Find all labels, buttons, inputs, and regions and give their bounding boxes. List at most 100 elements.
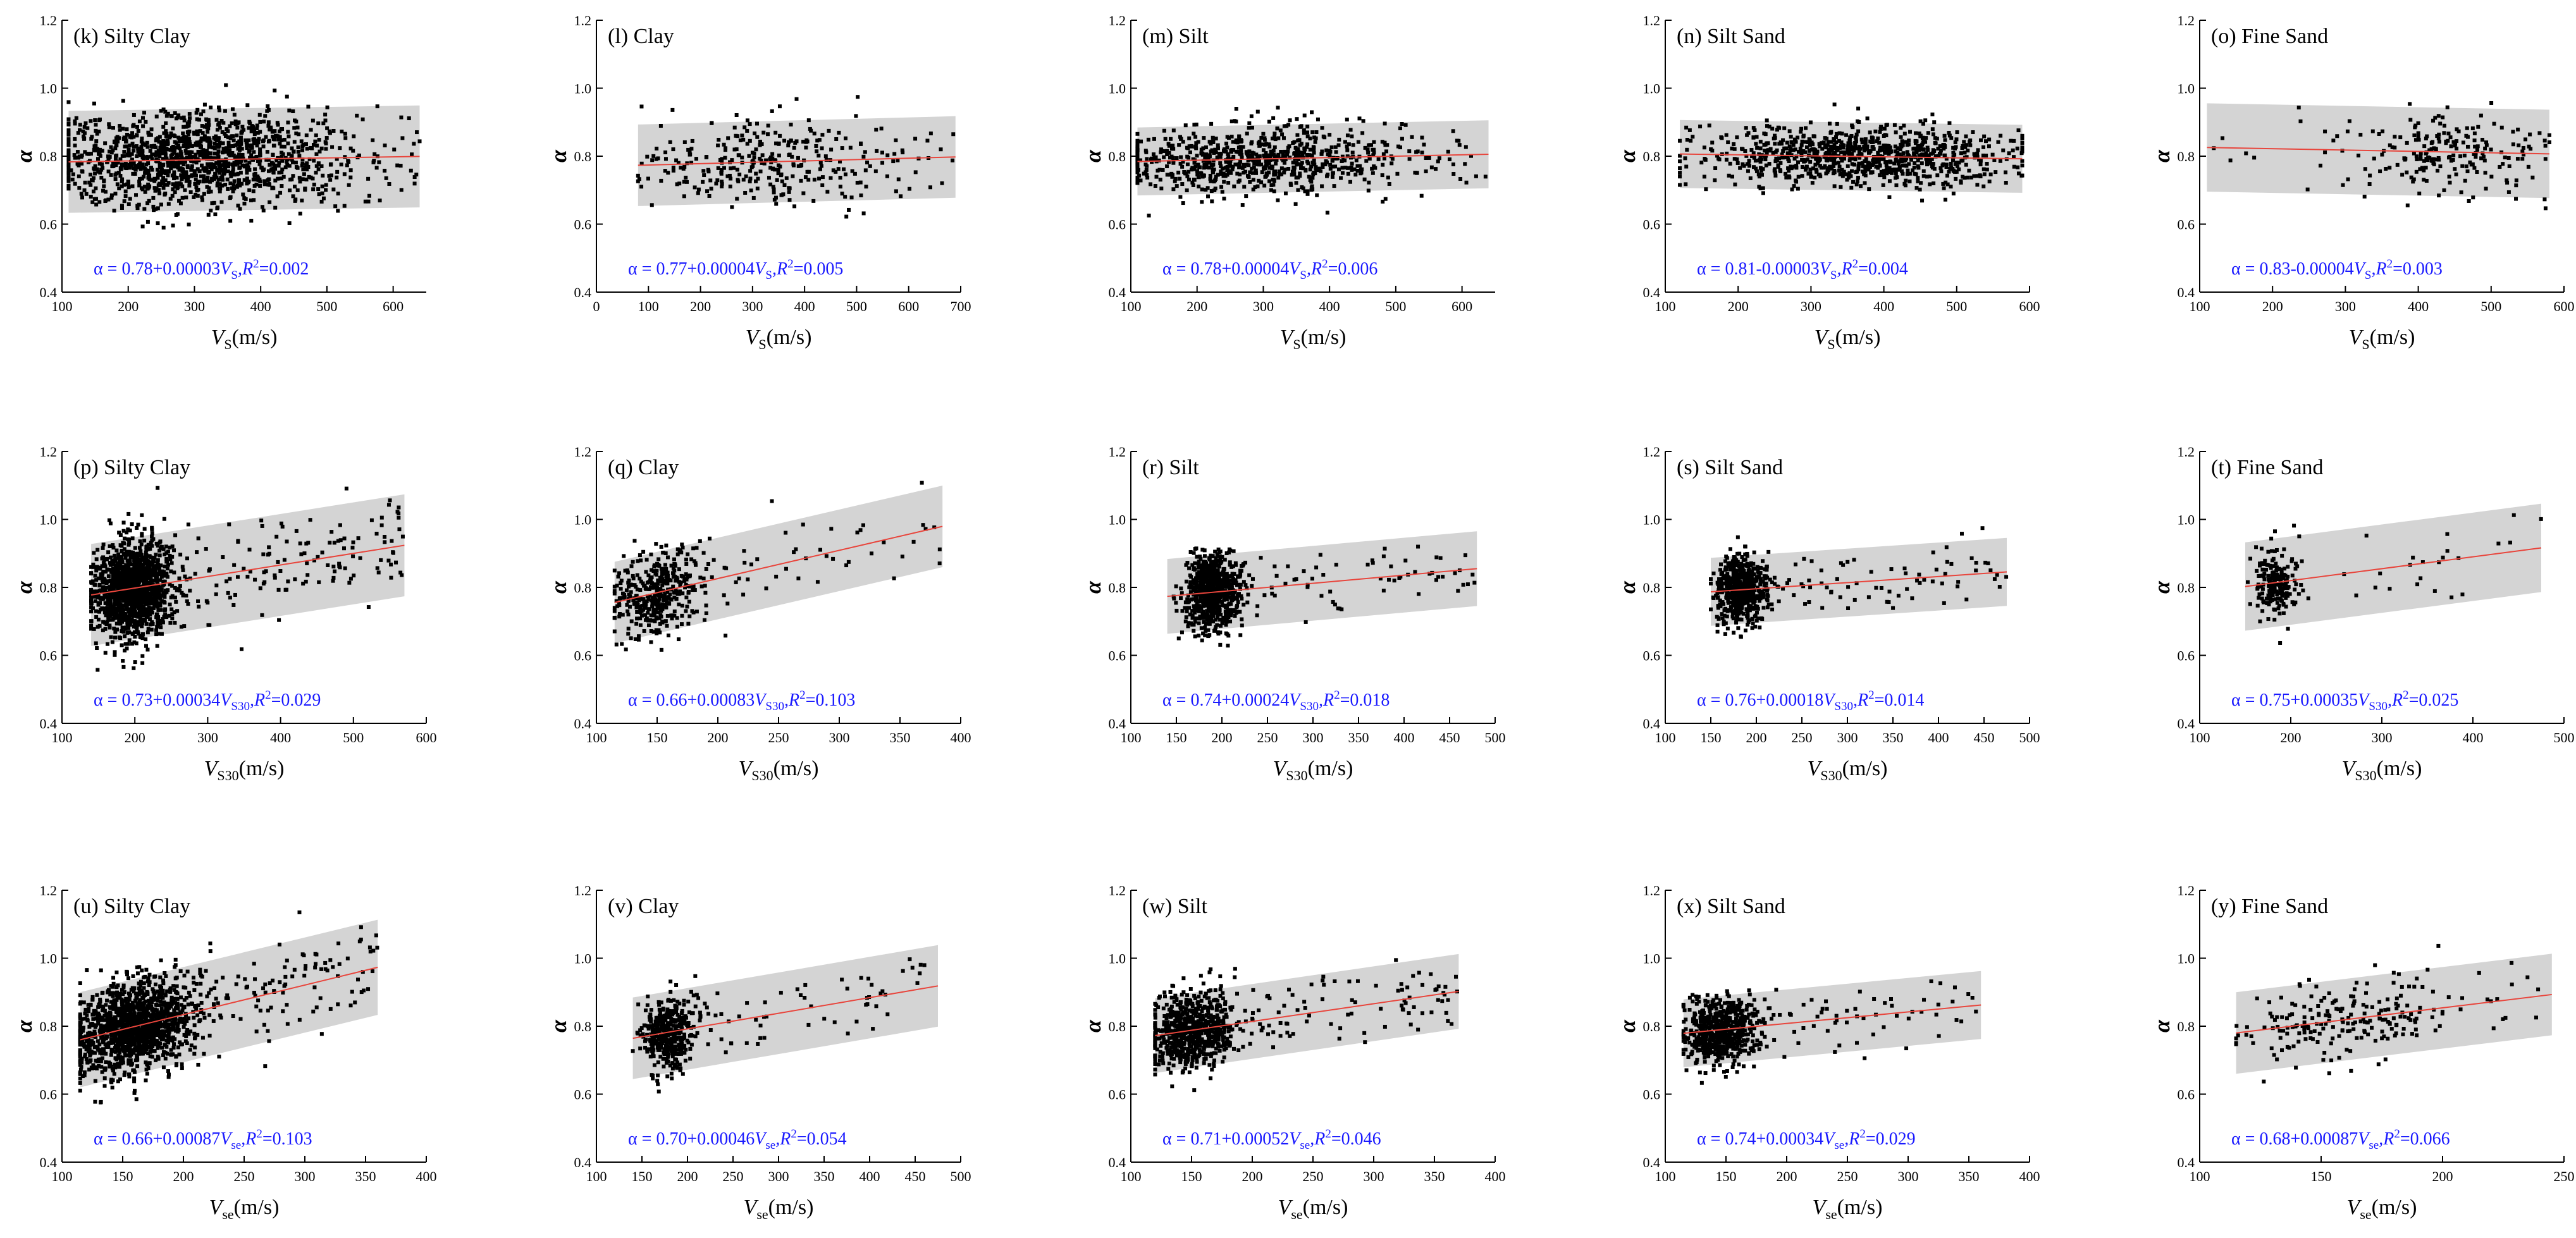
data-point — [1261, 132, 1266, 136]
data-point — [77, 186, 82, 190]
data-point — [1837, 131, 1842, 135]
data-point — [1257, 162, 1261, 167]
data-point — [135, 622, 140, 627]
data-point — [2020, 163, 2024, 168]
data-point — [231, 153, 236, 157]
data-point — [116, 561, 120, 565]
data-point — [1207, 166, 1211, 170]
data-point — [1917, 144, 1921, 148]
data-point — [1749, 148, 1754, 152]
data-point — [1763, 154, 1768, 159]
data-point — [1867, 187, 1871, 192]
data-point — [2422, 178, 2426, 182]
data-point — [1808, 138, 1812, 143]
data-point — [1187, 144, 1192, 149]
data-point — [226, 135, 230, 140]
data-point — [187, 137, 191, 141]
data-point — [1151, 152, 1156, 157]
data-point — [154, 553, 158, 557]
data-point — [247, 548, 252, 552]
data-point — [114, 153, 119, 157]
data-point — [94, 568, 99, 573]
data-point — [1157, 168, 1162, 172]
data-point — [1264, 142, 1269, 146]
data-point — [1331, 171, 1335, 176]
data-point — [373, 152, 377, 156]
data-point — [98, 154, 102, 158]
data-point — [123, 576, 127, 580]
data-point — [2419, 154, 2423, 159]
data-point — [1219, 169, 1223, 174]
data-point — [123, 136, 128, 140]
data-point — [2411, 180, 2415, 184]
data-point — [1281, 153, 1285, 157]
data-point — [133, 546, 137, 550]
data-point — [273, 205, 278, 210]
data-point — [128, 197, 132, 201]
data-point — [1824, 145, 1828, 150]
data-point — [105, 620, 109, 624]
data-point — [98, 171, 102, 175]
data-point — [1899, 144, 1904, 148]
data-point — [863, 150, 867, 154]
data-point — [1145, 173, 1149, 177]
data-point — [1817, 142, 1821, 146]
data-point — [774, 202, 779, 206]
data-point — [1839, 185, 1843, 189]
data-point — [295, 188, 300, 192]
data-point — [158, 578, 163, 582]
data-point — [1317, 166, 1322, 171]
data-point — [1355, 169, 1360, 173]
data-point — [715, 178, 720, 183]
data-point — [206, 156, 210, 160]
data-point — [199, 112, 203, 116]
data-point — [1728, 161, 1732, 166]
y-tick-label: 0.8 — [574, 149, 592, 164]
data-point — [309, 128, 313, 132]
data-point — [400, 573, 404, 577]
data-point — [209, 209, 213, 213]
data-point — [1916, 176, 1920, 180]
data-point — [130, 562, 134, 567]
data-point — [1310, 184, 1314, 188]
data-point — [324, 147, 328, 151]
data-point — [1702, 175, 1706, 179]
data-point — [1239, 149, 1243, 153]
data-point — [1889, 160, 1893, 164]
data-point — [96, 617, 101, 622]
data-point — [2331, 138, 2336, 143]
data-point — [1764, 163, 1768, 168]
data-point — [149, 133, 153, 137]
y-tick-label: 0.6 — [2178, 217, 2195, 233]
data-point — [693, 185, 697, 190]
data-point — [409, 168, 413, 173]
data-point — [157, 553, 162, 558]
data-point — [156, 584, 161, 588]
data-point — [295, 125, 300, 130]
data-point — [128, 602, 132, 606]
data-point — [180, 177, 184, 181]
data-point — [113, 553, 117, 558]
data-point — [1171, 147, 1176, 151]
data-point — [235, 140, 240, 145]
data-point — [1846, 142, 1851, 146]
data-point — [293, 161, 298, 165]
data-point — [1282, 124, 1286, 128]
data-point — [383, 540, 387, 544]
data-point — [149, 154, 153, 159]
data-point — [168, 545, 172, 549]
data-point — [231, 603, 236, 607]
data-point — [1271, 137, 1275, 141]
data-point — [223, 134, 228, 138]
data-point — [701, 180, 705, 184]
data-point — [280, 524, 285, 529]
data-point — [1161, 168, 1165, 172]
data-point — [1264, 171, 1269, 176]
data-point — [2438, 121, 2443, 126]
data-point — [1348, 180, 1353, 184]
data-point — [1777, 142, 1782, 146]
data-point — [2543, 206, 2548, 211]
data-point — [1978, 175, 1983, 179]
data-point — [328, 129, 332, 133]
data-point — [132, 161, 136, 165]
